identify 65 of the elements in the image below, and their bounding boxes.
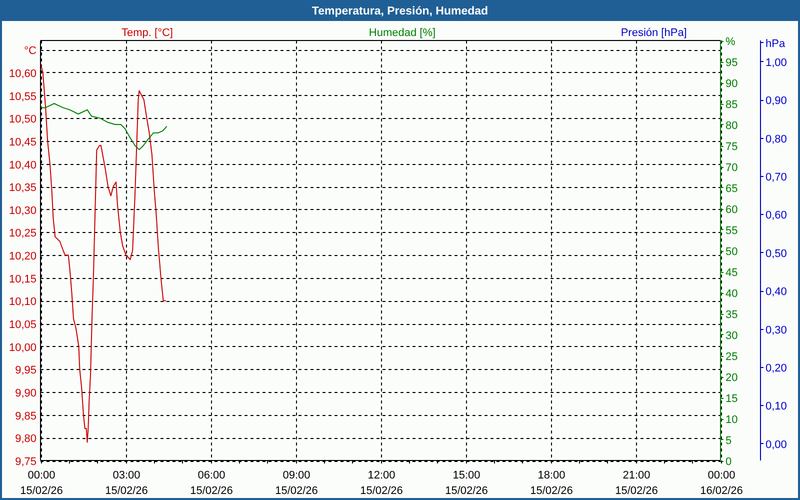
y3-tick-label: 0,70 [766, 172, 787, 184]
y-axis-title: Temp. [°C] [122, 27, 173, 39]
y-tick-label: 10,55 [8, 90, 36, 103]
y-tick-label: 10,45 [8, 136, 36, 148]
y2-tick-label: 60 [726, 204, 738, 216]
y-tick-label: 10,00 [8, 342, 36, 354]
y2-axis-title: Humedad [%] [368, 27, 436, 39]
y-tick-label: 10,15 [8, 273, 36, 286]
y3-tick-label: 0,90 [766, 95, 787, 108]
y-tick-label: °C [24, 45, 37, 58]
y-tick-label: 10,60 [8, 68, 36, 80]
y-tick-label: 9,95 [15, 364, 36, 377]
y-tick-label: 10,25 [8, 228, 36, 240]
y3-tick-label: 1,00 [766, 57, 787, 69]
x-tick-label: 06:00 15/02/26 [190, 470, 233, 497]
y2-tick-label: 50 [726, 246, 738, 258]
x-tick-label: 09:00 15/02/26 [275, 470, 318, 497]
y2-tick-label: 70 [726, 162, 738, 174]
y2-tick-label: 55 [726, 225, 738, 237]
y2-tick-label: 0 [726, 456, 732, 468]
y-tick-label: 10,50 [8, 114, 36, 126]
x-tick-label: 21:00 15/02/26 [615, 470, 658, 497]
y2-tick-label: 15 [726, 393, 738, 405]
x-tick-label: 00:00 15/02/26 [20, 470, 63, 497]
y2-tick-label: 20 [726, 372, 738, 384]
y2-tick-label: 80 [726, 120, 738, 132]
x-tick-label: 00:00 16/02/26 [700, 470, 743, 497]
y-tick-label: 10,10 [8, 296, 36, 308]
y-tick-label: 9,75 [15, 456, 36, 468]
y2-tick-label: 75 [726, 141, 738, 153]
x-tick-label: 12:00 15/02/26 [360, 470, 403, 497]
y-tick-label: 10,35 [8, 182, 36, 194]
x-tick-label: 03:00 15/02/26 [105, 470, 148, 497]
y2-tick-label: 35 [726, 309, 738, 321]
y3-tick-label: 0,00 [766, 438, 787, 451]
y2-tick-label: 10 [726, 414, 738, 426]
y3-tick-label: 0,60 [766, 210, 787, 222]
y2-tick-label: 85 [726, 99, 738, 111]
y2-tick-label: 95 [726, 57, 738, 69]
y-tick-label: 10,05 [8, 319, 36, 332]
y3-tick-label: 0,40 [766, 286, 787, 298]
y2-tick-label: 90 [726, 78, 738, 90]
y-tick-label: 10,30 [8, 204, 36, 217]
x-tick-label: 18:00 15/02/26 [530, 470, 573, 497]
y-tick-label: 10,20 [8, 250, 36, 263]
y-tick-label: 9,80 [15, 433, 36, 446]
y2-tick-label: 65 [726, 183, 738, 195]
y3-tick-label: 0,10 [766, 400, 787, 413]
x-tick-label: 15:00 15/02/26 [445, 470, 488, 497]
y2-tick-label: 25 [726, 351, 738, 363]
y3-tick-label: 0,30 [766, 324, 787, 336]
y2-tick-label: % [726, 36, 736, 48]
y-tick-label: 9,90 [15, 388, 36, 400]
chart-title: Temperatura, Presión, Humedad [312, 6, 488, 18]
y2-tick-label: 45 [726, 267, 738, 279]
y2-tick-label: 40 [726, 288, 738, 300]
y3-tick-label: 0,80 [766, 133, 787, 146]
y3-tick-label: 0,50 [766, 248, 787, 260]
y3-axis-title: Presión [hPa] [620, 27, 687, 39]
y-tick-label: 10,40 [8, 159, 36, 172]
y2-tick-label: 30 [726, 330, 738, 342]
y-tick-label: 9,85 [15, 410, 36, 422]
y2-tick-label: 5 [726, 435, 732, 447]
y3-tick-label: hPa [766, 38, 786, 50]
y3-tick-label: 0,20 [766, 362, 787, 374]
